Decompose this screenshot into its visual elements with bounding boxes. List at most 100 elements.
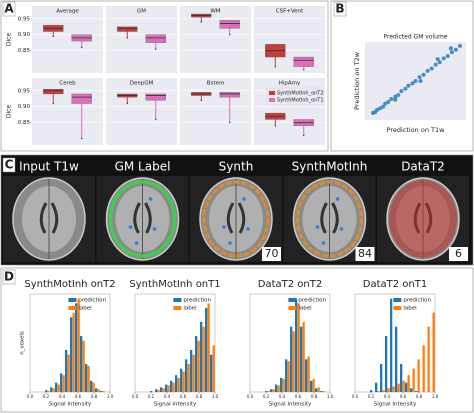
y-axis-label: Dice — [6, 33, 13, 47]
histogram-bar — [45, 390, 48, 392]
scatter-point — [406, 83, 411, 88]
box-body — [219, 20, 240, 29]
box-outlier — [126, 102, 128, 105]
histogram-bar — [322, 391, 325, 392]
scatter-point — [393, 97, 398, 102]
chart-title: DataT2 onT2 — [258, 279, 322, 290]
overlay-dot — [128, 225, 133, 229]
histogram-bar — [192, 354, 195, 392]
histogram-bar — [317, 387, 320, 392]
x-tick-label: 0.2 — [148, 394, 155, 399]
x-tick-label: 0.0 — [132, 394, 139, 399]
scatter-point — [418, 79, 423, 83]
box-outlier — [52, 35, 54, 38]
subplot-bg — [106, 6, 177, 73]
histogram-bar — [287, 361, 290, 392]
histogram-bar — [380, 364, 383, 392]
box-outlier — [274, 65, 276, 68]
scatter-point — [457, 43, 462, 48]
x-tick-label: 0.6 — [75, 394, 82, 399]
histogram-bar — [432, 312, 435, 392]
panel-label-box — [333, 1, 347, 17]
histogram-bar — [267, 391, 270, 392]
legend-swatch — [393, 298, 402, 302]
x-tick-label: 0.4 — [164, 394, 171, 399]
y-tick-label: 0.90 — [18, 32, 31, 38]
legend-swatch — [68, 298, 77, 302]
histogram-bar — [270, 389, 273, 392]
subplot-bg — [180, 78, 251, 145]
histogram-bar — [157, 390, 160, 392]
box-outlier — [229, 121, 231, 124]
histogram-bar — [175, 375, 178, 392]
scatter-point — [403, 86, 408, 91]
y-axis-label: Dice — [6, 105, 13, 119]
histogram-bar — [275, 384, 278, 392]
histogram-bar — [387, 388, 390, 392]
histogram-bar — [52, 388, 55, 392]
histogram-bar — [202, 326, 205, 392]
histogram-bar — [290, 326, 293, 392]
overlay-contour — [202, 180, 270, 258]
panel-label: D — [4, 270, 14, 284]
histogram-bar — [102, 391, 105, 392]
subplot-title: GM — [137, 9, 146, 15]
histogram-bar — [417, 359, 420, 392]
legend-label: prediction — [78, 298, 106, 304]
histogram-bar — [395, 326, 398, 392]
histogram-bar — [210, 354, 213, 392]
histogram-bar — [57, 384, 60, 392]
score: 84 — [358, 247, 372, 260]
histogram-bar — [70, 317, 73, 392]
histogram-bar — [97, 389, 100, 392]
histogram-bar — [100, 391, 103, 392]
legend-swatch — [288, 298, 297, 302]
x-tick-label: 0.6 — [180, 394, 187, 399]
subplot-title: Average — [56, 9, 79, 15]
histogram-bar — [320, 391, 323, 392]
scatter-point — [448, 46, 453, 51]
scatter-point — [417, 75, 422, 80]
subplot-title: HipAmy — [279, 81, 301, 87]
ventricles — [39, 202, 59, 234]
histogram-bar — [405, 382, 408, 392]
subplot-bg — [254, 6, 325, 73]
histogram-bar — [200, 322, 203, 392]
ventricles — [226, 202, 246, 234]
x-tick-label: 0.0 — [352, 394, 359, 399]
image-title: Input T1w — [19, 160, 79, 174]
histogram-bar — [50, 387, 53, 392]
y-tick-label: 0.85 — [18, 120, 31, 126]
legend-swatch — [269, 98, 275, 102]
scatter-point — [389, 96, 394, 101]
scatter-point — [386, 100, 391, 105]
box-outlier — [303, 69, 305, 71]
histogram-bar — [310, 380, 313, 392]
histogram-bar — [205, 308, 208, 392]
overlay-dot — [246, 227, 250, 231]
histogram-bar — [282, 378, 285, 392]
y-axis-label: n_voxels — [20, 331, 26, 355]
x-tick-label: 0.2 — [263, 394, 270, 399]
legend-label: prediction — [183, 298, 211, 304]
legend-swatch — [68, 306, 77, 310]
overlay-dot — [339, 227, 344, 231]
x-tick-label: 0.6 — [295, 394, 302, 399]
histogram-bar — [65, 350, 68, 392]
overlay-dot — [152, 227, 157, 231]
box-outlier — [200, 99, 202, 102]
x-tick-label: 0.0 — [247, 394, 254, 399]
box-body — [117, 26, 138, 32]
panel-label: B — [335, 2, 344, 16]
scatter-point — [453, 47, 458, 52]
legend-swatch — [269, 91, 275, 95]
box-outlier — [274, 125, 276, 127]
histogram-bar — [165, 384, 168, 392]
box-body — [43, 89, 64, 95]
x-tick-label: 0.8 — [196, 394, 203, 399]
box-outlier — [126, 37, 128, 39]
histogram-bar — [155, 389, 158, 392]
score: 70 — [265, 247, 279, 260]
histogram-bar — [377, 391, 380, 392]
